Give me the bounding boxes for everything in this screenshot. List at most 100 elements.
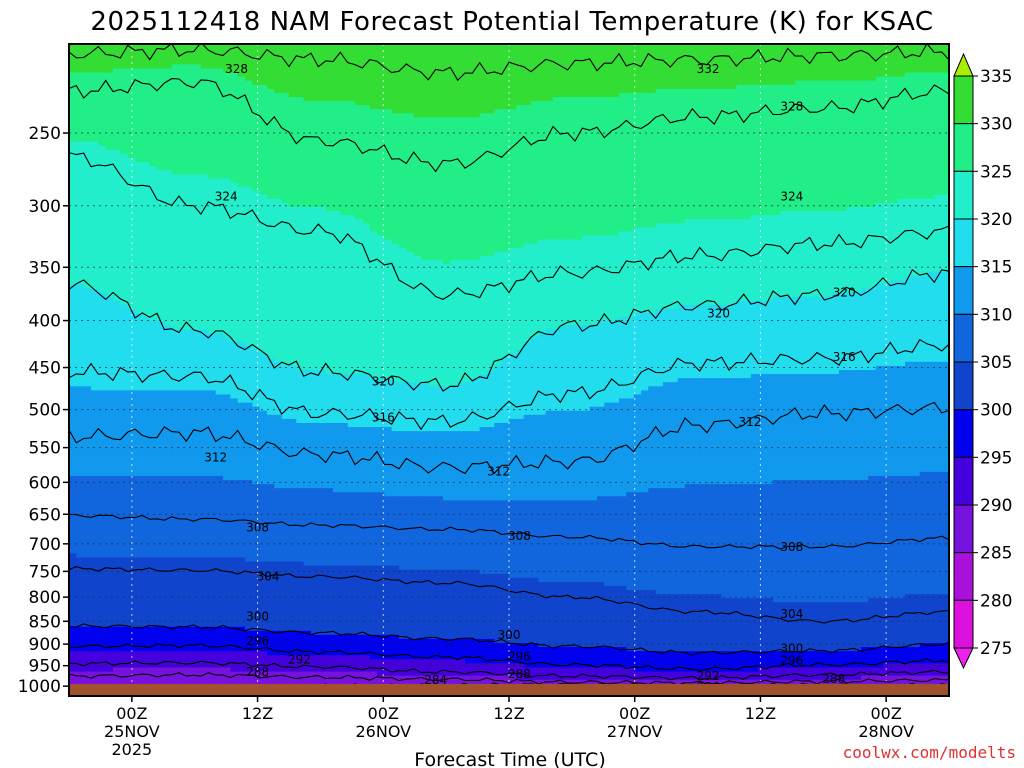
fill-cell — [413, 569, 422, 640]
fill-cell — [604, 96, 613, 237]
fill-cell — [655, 44, 664, 90]
fill-cell — [780, 480, 789, 603]
fill-cell — [773, 602, 781, 652]
fill-cell — [98, 44, 107, 74]
fill-cell — [318, 671, 327, 685]
fill-cell — [919, 198, 928, 277]
fill-cell — [215, 68, 224, 180]
fill-cell — [186, 475, 195, 559]
fill-cell — [655, 594, 664, 652]
fill-cell — [905, 44, 913, 74]
fill-cell — [685, 44, 693, 90]
fill-cell — [868, 288, 877, 371]
fill-cell — [545, 410, 554, 501]
fill-cell — [142, 557, 151, 628]
fill-cell — [311, 370, 319, 424]
fill-cell — [560, 325, 569, 412]
fill-cell — [237, 44, 246, 78]
contour-label: 288 — [508, 667, 531, 681]
fill-cell — [391, 431, 400, 497]
fill-cell — [340, 671, 349, 685]
fill-cell — [597, 44, 605, 98]
fill-cell — [670, 679, 679, 685]
fill-cell — [751, 84, 759, 216]
fill-cell — [714, 679, 723, 685]
fill-cell — [421, 259, 429, 383]
fill-cell — [384, 427, 393, 497]
fill-cell — [413, 431, 422, 497]
fill-cell — [98, 72, 107, 147]
fill-cell — [91, 475, 99, 559]
fill-cell — [318, 488, 327, 567]
fill-cell — [927, 643, 935, 664]
colorbar: 335 330 325 320 315 310 305 300 295 290 285 280 275 — [953, 52, 1012, 670]
fill-cell — [641, 227, 649, 314]
fill-cell — [164, 475, 173, 559]
fill-cell — [325, 488, 334, 567]
fill-cell — [670, 671, 679, 681]
fill-cell — [377, 109, 385, 237]
fill-cell — [648, 227, 657, 314]
fill-cell — [120, 154, 129, 306]
fill-cell — [252, 349, 261, 408]
fill-cell — [589, 581, 598, 648]
fill-cell — [773, 296, 781, 375]
fill-cell — [677, 594, 686, 652]
fill-cell — [787, 602, 796, 652]
fill-cell — [743, 219, 752, 302]
fill-cell — [714, 484, 723, 595]
fill-cell — [663, 44, 671, 90]
fill-cell — [575, 44, 583, 98]
fill-cell — [362, 44, 371, 106]
fill-cell — [157, 44, 165, 70]
fill-cell — [824, 296, 833, 375]
fill-cell — [633, 312, 642, 396]
contour-292 — [69, 660, 949, 681]
fill-cell — [399, 659, 407, 677]
fill-cell — [809, 211, 818, 298]
fill-cell — [135, 44, 143, 70]
fill-cell — [619, 92, 627, 233]
fill-cell — [289, 655, 297, 673]
fill-cell — [443, 264, 451, 387]
fill-cell — [186, 64, 195, 176]
fill-cell — [516, 349, 525, 420]
fill-cell — [633, 492, 642, 591]
fill-cell — [927, 72, 935, 200]
fill-cell — [824, 480, 833, 603]
fill-cell — [355, 219, 363, 375]
fill-cell — [538, 500, 547, 583]
fill-cell — [531, 337, 539, 416]
fill-cell — [765, 44, 774, 86]
fill-cell — [787, 651, 796, 669]
fill-cell — [743, 671, 752, 681]
contour-328 — [69, 78, 949, 173]
fill-cell — [333, 492, 341, 567]
fill-cell — [633, 671, 642, 681]
fill-cell — [252, 190, 261, 351]
fill-cell — [648, 488, 657, 591]
fill-cell — [919, 276, 928, 363]
fill-cell — [941, 361, 949, 473]
fill-cell — [413, 659, 422, 677]
fill-cell — [215, 178, 224, 334]
fill-cell — [406, 382, 415, 432]
fill-cell — [905, 663, 913, 677]
fill-cell — [575, 500, 583, 583]
fill-cell — [83, 386, 92, 477]
fill-cell — [428, 638, 437, 660]
fill-cell — [934, 594, 943, 644]
fill-cell — [494, 573, 503, 644]
fill-cell — [69, 651, 77, 673]
fill-cell — [303, 101, 312, 208]
fill-cell — [142, 667, 151, 685]
fill-cell — [91, 288, 99, 391]
fill-cell — [289, 630, 297, 656]
fill-cell — [780, 667, 789, 681]
fill-cell — [223, 44, 231, 74]
fill-cell — [743, 84, 752, 220]
fill-cell — [472, 638, 481, 664]
fill-cell — [912, 361, 921, 477]
fill-cell — [604, 496, 613, 587]
fill-cell — [897, 675, 906, 685]
